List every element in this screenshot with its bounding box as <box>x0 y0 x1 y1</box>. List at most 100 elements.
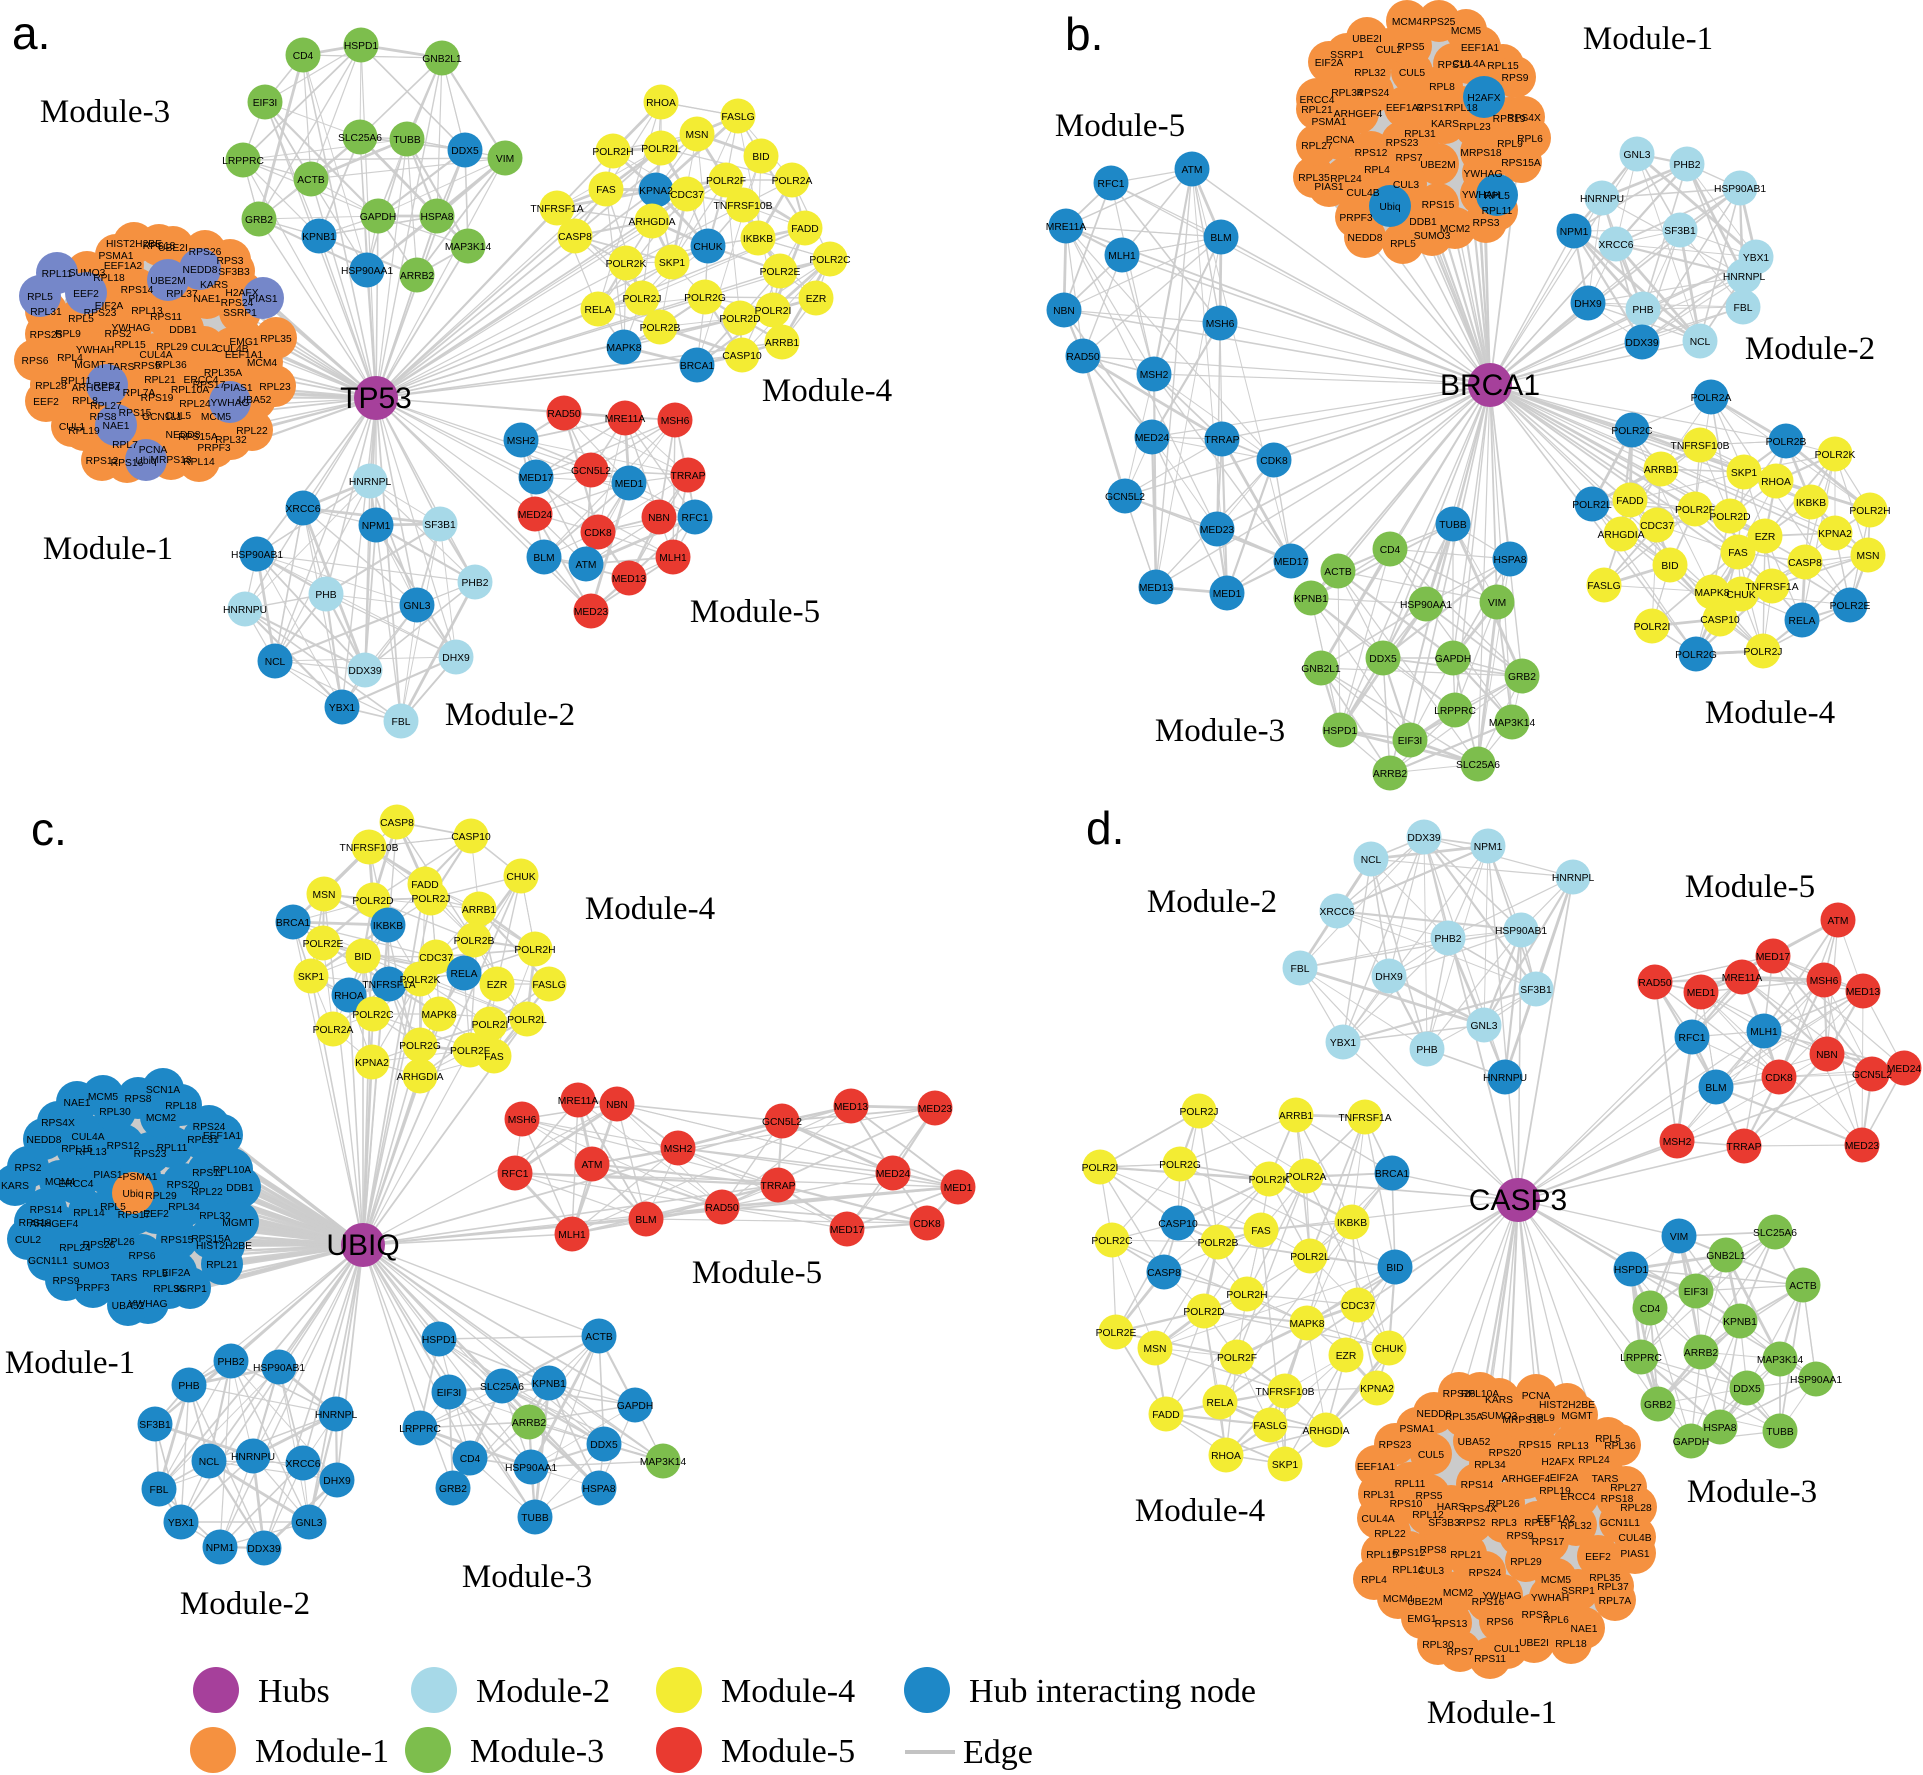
svg-text:EIF2A: EIF2A <box>95 301 124 312</box>
svg-text:CD4: CD4 <box>1640 1304 1661 1315</box>
svg-text:MAP3K14: MAP3K14 <box>445 242 492 253</box>
svg-text:MCM2: MCM2 <box>1440 224 1471 235</box>
svg-text:TARS: TARS <box>1592 1474 1619 1485</box>
svg-text:RPL34: RPL34 <box>1331 88 1363 99</box>
svg-text:RPS5: RPS5 <box>1416 1491 1443 1502</box>
svg-text:RHOA: RHOA <box>1761 477 1791 488</box>
svg-text:MED13: MED13 <box>612 574 647 585</box>
svg-text:CASP10: CASP10 <box>722 351 762 362</box>
svg-text:H2AFX: H2AFX <box>225 288 258 299</box>
svg-text:RPS9: RPS9 <box>134 361 161 372</box>
svg-text:RPS10: RPS10 <box>1390 1499 1423 1510</box>
svg-text:POLR2A: POLR2A <box>1286 1172 1327 1183</box>
svg-text:GCN1L1: GCN1L1 <box>1600 1518 1640 1529</box>
svg-text:ERCC4: ERCC4 <box>1300 95 1335 106</box>
svg-text:DDX39: DDX39 <box>247 1544 280 1555</box>
svg-text:GRB2: GRB2 <box>1644 1400 1672 1411</box>
svg-text:RPL9: RPL9 <box>1497 139 1523 150</box>
svg-text:ARHGDIA: ARHGDIA <box>397 1072 444 1083</box>
svg-text:SF3B1: SF3B1 <box>139 1420 171 1431</box>
svg-text:ARHGDIA: ARHGDIA <box>1598 530 1645 541</box>
svg-text:RPS3: RPS3 <box>1522 1610 1549 1621</box>
svg-text:RPL24: RPL24 <box>59 1243 91 1254</box>
svg-text:NCL: NCL <box>1690 337 1711 348</box>
svg-text:RPL30: RPL30 <box>1422 1640 1454 1651</box>
svg-text:GCN1L1: GCN1L1 <box>28 1256 68 1267</box>
svg-text:YBX1: YBX1 <box>168 1518 195 1529</box>
svg-text:KARS: KARS <box>1485 1395 1513 1406</box>
svg-text:POLR2E: POLR2E <box>760 267 801 278</box>
svg-text:RPL24: RPL24 <box>1578 1455 1610 1466</box>
svg-text:SSRP1: SSRP1 <box>223 308 257 319</box>
svg-text:GCN5L2: GCN5L2 <box>762 1117 802 1128</box>
svg-text:HNRNPL: HNRNPL <box>1552 873 1595 884</box>
svg-text:TARS: TARS <box>111 1273 138 1284</box>
svg-text:CUL4B: CUL4B <box>1346 188 1379 199</box>
svg-text:RPS7: RPS7 <box>1447 1647 1474 1658</box>
svg-text:RPL7A: RPL7A <box>123 388 156 399</box>
svg-text:DHX9: DHX9 <box>323 1476 351 1487</box>
svg-text:UBA52: UBA52 <box>1458 1437 1491 1448</box>
svg-text:CASP10: CASP10 <box>1700 615 1740 626</box>
svg-text:POLR2I: POLR2I <box>755 306 792 317</box>
svg-text:GAPDH: GAPDH <box>617 1401 654 1412</box>
svg-text:RPL15: RPL15 <box>1366 1550 1398 1561</box>
svg-text:MED1: MED1 <box>615 479 644 490</box>
svg-text:MSN: MSN <box>686 130 709 141</box>
svg-text:KARS: KARS <box>200 280 228 291</box>
svg-text:MCM4: MCM4 <box>45 1177 76 1188</box>
svg-text:TNFRSF1A: TNFRSF1A <box>362 980 415 991</box>
svg-text:GAPDH: GAPDH <box>1435 654 1472 665</box>
svg-text:MAP3K14: MAP3K14 <box>1757 1355 1804 1366</box>
svg-text:FASLG: FASLG <box>721 112 754 123</box>
svg-text:CUL3: CUL3 <box>1393 180 1420 191</box>
svg-text:RPL32: RPL32 <box>1354 68 1386 79</box>
svg-text:MGMT: MGMT <box>1561 1411 1593 1422</box>
svg-text:BRCA1: BRCA1 <box>1375 1169 1410 1180</box>
svg-text:RPL11: RPL11 <box>42 269 73 280</box>
svg-text:Module-4: Module-4 <box>1135 1493 1265 1529</box>
svg-text:POLR2H: POLR2H <box>514 945 555 956</box>
svg-text:HSP90AA1: HSP90AA1 <box>341 266 393 277</box>
svg-text:RPL19: RPL19 <box>1539 1486 1571 1497</box>
svg-text:ERCC4: ERCC4 <box>184 375 219 386</box>
svg-text:NCL: NCL <box>265 657 286 668</box>
svg-text:DDX5: DDX5 <box>451 146 479 157</box>
svg-text:RPS6: RPS6 <box>1487 1617 1514 1628</box>
svg-text:POLR2L: POLR2L <box>1572 500 1612 511</box>
svg-text:RPL35: RPL35 <box>1298 173 1330 184</box>
svg-text:RPL11: RPL11 <box>1395 1479 1426 1490</box>
svg-text:RPS19: RPS19 <box>1493 114 1526 125</box>
svg-text:KPNB1: KPNB1 <box>302 232 336 243</box>
svg-text:SUMO3: SUMO3 <box>69 268 106 279</box>
svg-text:Edge: Edge <box>963 1734 1033 1771</box>
svg-text:SF3B1: SF3B1 <box>1664 226 1696 237</box>
svg-text:RPL8: RPL8 <box>72 396 98 407</box>
svg-text:GCN1L1: GCN1L1 <box>142 412 182 423</box>
svg-text:MRPS18: MRPS18 <box>1502 1415 1543 1426</box>
svg-text:IKBKB: IKBKB <box>1337 1218 1367 1229</box>
svg-text:YWHAG: YWHAG <box>1483 1591 1522 1602</box>
svg-text:TRRAP: TRRAP <box>1727 1142 1762 1153</box>
svg-text:HNRNPU: HNRNPU <box>1580 194 1624 205</box>
svg-text:ARRB2: ARRB2 <box>512 1418 547 1429</box>
svg-text:CHUK: CHUK <box>1374 1344 1403 1355</box>
svg-text:RPL35A: RPL35A <box>204 368 242 379</box>
svg-text:NPM1: NPM1 <box>1560 227 1589 238</box>
svg-text:PHB: PHB <box>1416 1045 1437 1056</box>
svg-text:EIF3I: EIF3I <box>1684 1287 1709 1298</box>
svg-text:POLR2G: POLR2G <box>399 1041 441 1052</box>
svg-text:EEF1A2: EEF1A2 <box>1537 1514 1576 1525</box>
svg-text:MED1: MED1 <box>1213 589 1242 600</box>
svg-text:RPL5: RPL5 <box>68 314 94 325</box>
svg-text:POLR2B: POLR2B <box>640 323 681 334</box>
svg-text:DDX5: DDX5 <box>1369 654 1397 665</box>
svg-text:CHUK: CHUK <box>693 242 722 253</box>
svg-text:MCM4: MCM4 <box>1392 17 1423 28</box>
svg-text:POLR2I: POLR2I <box>472 1020 509 1031</box>
svg-text:MED17: MED17 <box>1756 952 1791 963</box>
svg-text:RPS23: RPS23 <box>1379 1440 1412 1451</box>
svg-text:ACTB: ACTB <box>1324 567 1352 578</box>
svg-text:RPS8: RPS8 <box>1420 1545 1447 1556</box>
svg-text:HNRNPL: HNRNPL <box>349 477 392 488</box>
